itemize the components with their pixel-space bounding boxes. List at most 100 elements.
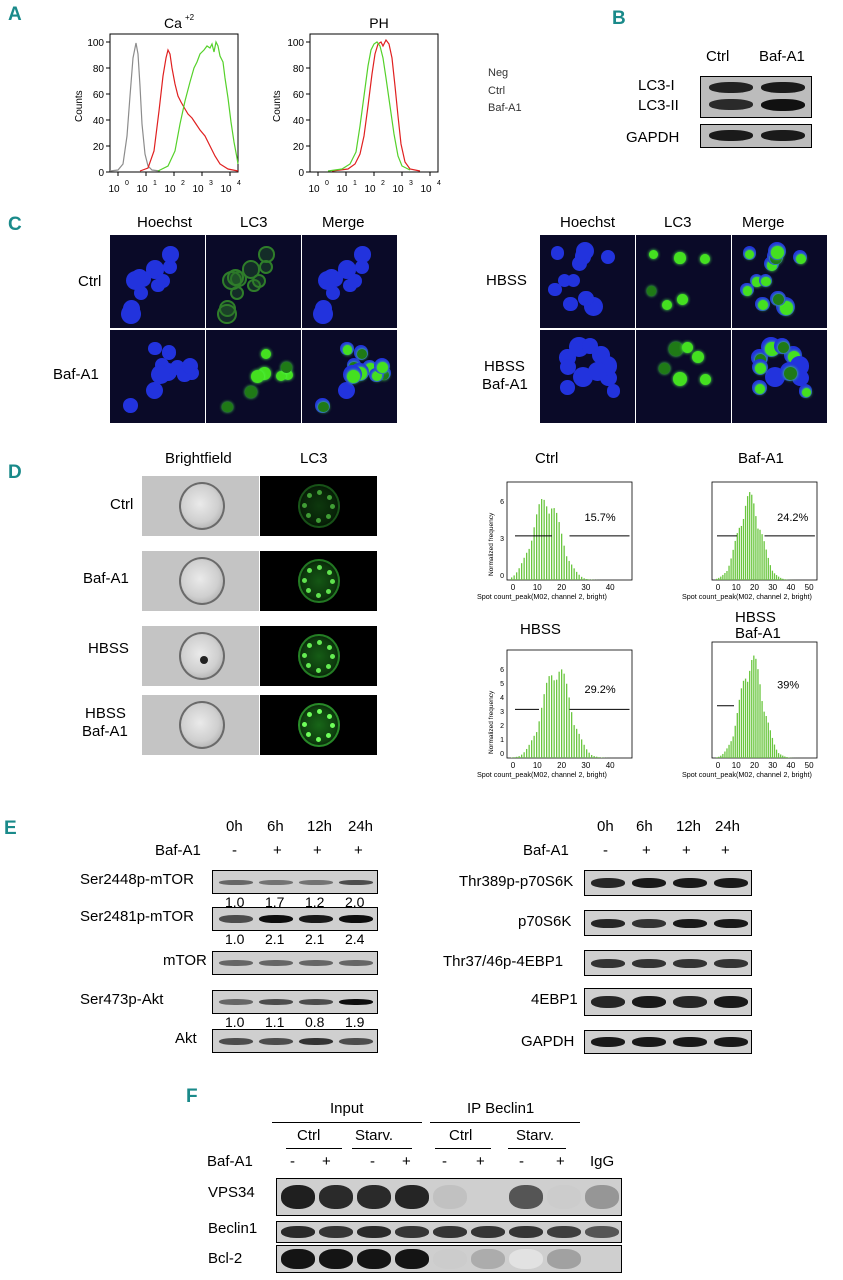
- e-left-time: 6h: [267, 818, 284, 835]
- lc3-puncta: [372, 371, 383, 382]
- f-blot-2: [276, 1245, 622, 1273]
- c-baf-merge: [302, 330, 397, 423]
- d-hist-bar: [556, 679, 558, 758]
- f-row-bcl2: Bcl-2: [208, 1250, 243, 1267]
- d-ytick: 6: [500, 667, 504, 674]
- f-treat-sign: +: [402, 1153, 411, 1170]
- d-hist-bar: [598, 757, 600, 758]
- f-treat-sign: +: [476, 1153, 485, 1170]
- a-xtick-base: 10: [392, 184, 404, 195]
- f-blot-1: [276, 1221, 622, 1243]
- f-input-rule: [272, 1122, 422, 1123]
- lc3-dot: [317, 640, 323, 646]
- d-hist-bar: [591, 754, 593, 758]
- e-ratio: 0.8: [305, 1014, 325, 1030]
- d-hist-bar: [744, 678, 747, 758]
- f-band: [471, 1226, 505, 1238]
- lc3-puncta: [752, 277, 762, 287]
- d-hist-bar: [782, 755, 784, 758]
- e-band: [632, 996, 666, 1008]
- e-right-treat-sign: +: [642, 842, 651, 859]
- e-right-treat-sign: -: [603, 842, 608, 859]
- d-hist-bar: [596, 756, 598, 758]
- c-hbss-hoechst: [540, 235, 635, 328]
- d-hist-bar: [573, 725, 575, 758]
- e-band: [299, 999, 333, 1005]
- e-band: [673, 878, 707, 888]
- nucleus: [600, 250, 616, 265]
- lc3-puncta: [659, 363, 671, 375]
- e-ratio: 1.2: [305, 894, 325, 910]
- e-band: [219, 1037, 253, 1045]
- lc3-dot: [326, 570, 332, 576]
- d-hist-bar: [740, 688, 743, 758]
- d-hist-bar: [541, 499, 543, 580]
- c-baf-lc3: [206, 330, 301, 423]
- d-hist-bar: [759, 529, 761, 580]
- panel-label-e: E: [4, 818, 17, 839]
- d-hist-bar: [518, 568, 520, 580]
- a-ytick: 60: [293, 90, 305, 101]
- lc3-puncta: [766, 260, 778, 271]
- lc3-puncta: [674, 252, 686, 264]
- a-xtick-exp: 3: [409, 180, 413, 187]
- lc3-dot: [325, 589, 331, 595]
- nucleus: [148, 342, 162, 356]
- d-hist-bar: [777, 576, 780, 580]
- d-percent: 29.2%: [585, 684, 616, 696]
- d-xtick: 50: [805, 583, 814, 592]
- f-band: [281, 1249, 315, 1269]
- d-hist-bar: [718, 756, 720, 758]
- d-hist-bar: [578, 733, 580, 758]
- plot2-axes: [309, 33, 439, 173]
- d-hist-bar: [583, 744, 585, 758]
- d-hist-bar: [563, 545, 565, 580]
- panel-label-c: C: [8, 214, 22, 235]
- d-hist-bar: [755, 658, 757, 758]
- b-blot-gapdh: [700, 124, 812, 148]
- nucleus: [575, 241, 595, 260]
- e-band: [259, 915, 293, 923]
- d-hist-bar: [588, 752, 590, 758]
- e-band: [632, 878, 666, 888]
- d-hist-bar: [755, 516, 757, 580]
- nucleus: [322, 269, 340, 286]
- a-ytick: 80: [93, 64, 105, 75]
- d-brightfield-hbssbaf: [142, 695, 259, 755]
- f-group-ctrl-1: Ctrl: [297, 1127, 321, 1144]
- d-hist-bar: [516, 756, 518, 758]
- d-hist-title-hbss2: HBSS: [735, 609, 776, 626]
- nucleus: [560, 380, 575, 395]
- legend-neg: Neg: [488, 67, 509, 79]
- dark-spot: [200, 656, 208, 664]
- nucleus: [566, 273, 581, 288]
- f-band: [433, 1226, 467, 1238]
- e-ratio: 2.4: [345, 931, 365, 947]
- d-hist-bar: [765, 549, 767, 580]
- d-hist-bar: [746, 496, 749, 580]
- d-hist-bar: [573, 568, 575, 580]
- e-left-blot-4: [212, 1029, 378, 1053]
- lc3-puncta: [691, 350, 705, 364]
- c-right-hdr-lc3: LC3: [664, 214, 692, 231]
- lc3-dot: [330, 579, 335, 584]
- e-band: [339, 960, 373, 966]
- nucleus: [161, 345, 177, 360]
- lc3-dot: [306, 493, 312, 499]
- d-ylabel: Normalized frequency: [488, 512, 495, 576]
- e-band: [339, 915, 373, 923]
- f-band: [509, 1185, 543, 1209]
- panel-label-a: A: [8, 4, 22, 25]
- f-treat-sign: -: [290, 1153, 295, 1170]
- d-hist-bar: [718, 577, 720, 580]
- lc3-puncta: [356, 348, 367, 359]
- e-left-blot-0: [212, 870, 378, 894]
- a-xtick-base: 10: [220, 184, 232, 195]
- c-hbssbaf-hoechst: [540, 330, 635, 423]
- d-hist-bar: [568, 697, 570, 758]
- f-band: [471, 1249, 505, 1269]
- curve-ctrl: [139, 48, 239, 172]
- d-hist-title-ctrl: Ctrl: [535, 450, 559, 467]
- d-xtick: 30: [768, 761, 777, 770]
- d-hist-bar: [518, 756, 520, 758]
